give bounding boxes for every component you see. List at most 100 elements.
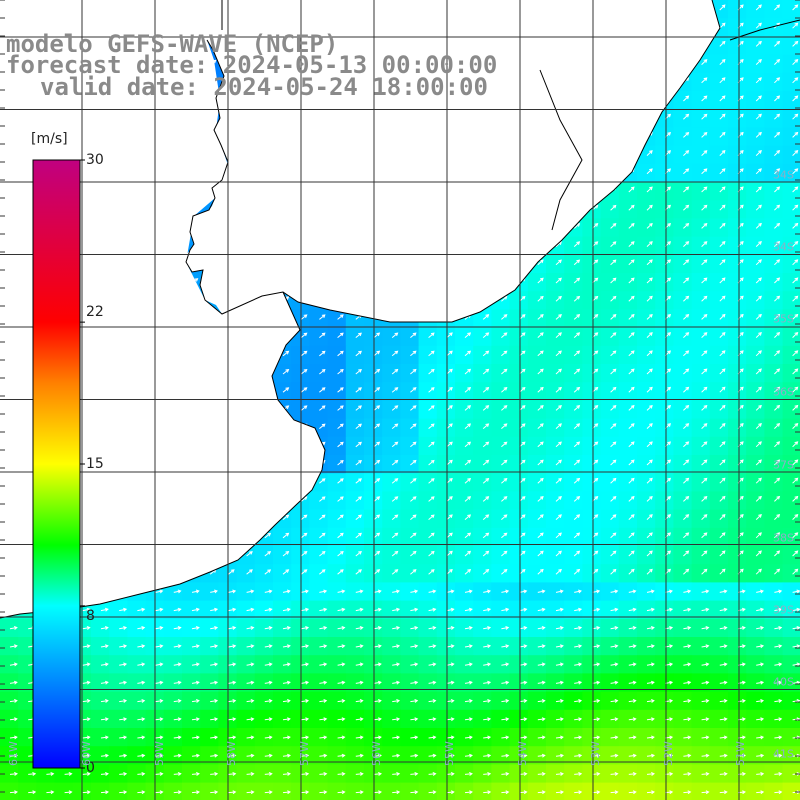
wind-arrow bbox=[337, 626, 346, 630]
wind-arrow bbox=[483, 753, 492, 758]
wind-arrow bbox=[755, 550, 762, 557]
wind-arrow bbox=[428, 496, 435, 502]
latitude-label: 36S bbox=[773, 385, 794, 399]
wind-arrow bbox=[264, 753, 273, 758]
wind-arrow bbox=[537, 350, 544, 357]
wind-arrow bbox=[574, 753, 583, 758]
wind-arrow bbox=[555, 735, 564, 740]
wind-arrow bbox=[537, 332, 544, 338]
wind-arrow bbox=[755, 532, 762, 539]
wind-arrow bbox=[610, 680, 619, 685]
wind-arrow bbox=[337, 735, 346, 740]
wind-arrow bbox=[391, 459, 399, 466]
wind-arrow bbox=[483, 698, 492, 703]
wind-arrow bbox=[792, 259, 799, 266]
wind-arrow bbox=[701, 222, 708, 229]
wind-arrow bbox=[756, 644, 765, 649]
wind-arrow bbox=[282, 735, 291, 740]
wind-arrow bbox=[537, 589, 546, 594]
wind-arrow bbox=[410, 607, 419, 612]
wind-arrow bbox=[428, 771, 437, 776]
wind-arrow bbox=[373, 626, 382, 630]
wind-arrow bbox=[191, 626, 200, 630]
wind-arrow bbox=[774, 753, 783, 758]
wind-arrow bbox=[628, 753, 637, 758]
wind-arrow bbox=[137, 790, 146, 795]
wind-arrow bbox=[701, 350, 708, 357]
colorbar-tick: 8 bbox=[86, 608, 95, 624]
wind-arrow bbox=[646, 459, 653, 466]
wind-arrow bbox=[100, 790, 109, 795]
wind-arrow bbox=[210, 662, 219, 667]
wind-arrow bbox=[501, 405, 508, 411]
wind-arrow bbox=[355, 717, 364, 722]
wind-arrow bbox=[137, 717, 146, 722]
wind-arrow bbox=[228, 569, 235, 575]
wind-arrow bbox=[391, 532, 399, 539]
colorbar-tick: 22 bbox=[86, 304, 104, 320]
latitude-label: 34S bbox=[773, 168, 794, 182]
wind-arrow bbox=[282, 514, 290, 520]
wind-arrow bbox=[210, 735, 219, 740]
wind-arrow bbox=[264, 569, 272, 575]
wind-arrow bbox=[446, 405, 453, 411]
wind-arrow bbox=[592, 735, 601, 740]
wind-arrow bbox=[774, 626, 783, 630]
wind-arrow bbox=[792, 532, 799, 539]
wind-arrow bbox=[774, 607, 783, 612]
wind-arrow bbox=[137, 753, 146, 758]
wind-arrow bbox=[537, 717, 546, 722]
wind-arrow bbox=[774, 404, 781, 411]
wind-arrow bbox=[337, 698, 346, 703]
wind-arrow bbox=[282, 626, 291, 630]
wind-arrow bbox=[501, 459, 508, 466]
wind-arrow bbox=[755, 186, 762, 193]
wind-arrow bbox=[100, 626, 109, 630]
wind-arrow bbox=[701, 77, 708, 84]
wind-arrow bbox=[555, 259, 562, 266]
land-area bbox=[0, 0, 800, 619]
wind-arrow bbox=[701, 662, 710, 667]
wind-arrow bbox=[573, 295, 581, 302]
wind-arrow bbox=[483, 680, 492, 685]
wind-arrow bbox=[719, 368, 726, 375]
wind-arrow bbox=[446, 532, 453, 539]
wind-arrow bbox=[428, 459, 435, 466]
wind-arrow bbox=[774, 459, 781, 466]
wind-arrow bbox=[501, 717, 510, 722]
wind-arrow bbox=[501, 441, 508, 448]
wind-arrow bbox=[719, 77, 726, 84]
wind-arrow bbox=[555, 386, 562, 393]
wind-arrow bbox=[701, 313, 708, 320]
wind-arrow bbox=[701, 150, 708, 156]
wind-arrow bbox=[300, 368, 308, 375]
wind-arrow bbox=[555, 644, 564, 649]
wind-arrow bbox=[482, 532, 490, 539]
wind-arrow bbox=[555, 477, 562, 484]
wind-arrow bbox=[719, 698, 728, 703]
wind-arrow bbox=[574, 735, 583, 740]
wind-arrow bbox=[428, 626, 437, 630]
wind-arrow bbox=[410, 717, 419, 722]
wind-arrow bbox=[410, 771, 419, 776]
wind-arrow bbox=[573, 314, 581, 320]
wind-arrow bbox=[701, 186, 708, 193]
wind-arrow bbox=[573, 350, 581, 357]
wind-arrow bbox=[319, 550, 326, 557]
wind-arrow bbox=[482, 332, 490, 338]
wind-arrow bbox=[446, 698, 455, 703]
wind-arrow bbox=[210, 771, 219, 776]
wind-arrow bbox=[173, 717, 182, 722]
wind-arrow bbox=[792, 441, 799, 448]
wind-arrow bbox=[264, 790, 273, 795]
wind-arrow bbox=[191, 790, 200, 795]
wind-arrow bbox=[446, 607, 455, 612]
wind-arrow bbox=[464, 477, 472, 484]
wind-arrow bbox=[355, 771, 364, 776]
wind-arrow bbox=[573, 241, 581, 247]
wind-arrow bbox=[719, 790, 728, 795]
wind-arrow bbox=[501, 680, 510, 685]
wind-arrow bbox=[482, 368, 490, 375]
wind-arrow bbox=[555, 753, 564, 758]
